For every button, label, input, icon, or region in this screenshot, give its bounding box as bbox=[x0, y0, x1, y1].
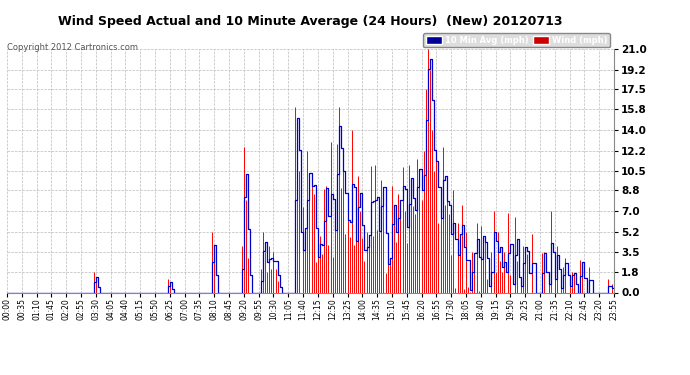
Text: Copyright 2012 Cartronics.com: Copyright 2012 Cartronics.com bbox=[7, 43, 138, 52]
Legend: 10 Min Avg (mph), Wind (mph): 10 Min Avg (mph), Wind (mph) bbox=[423, 33, 610, 47]
Text: Wind Speed Actual and 10 Minute Average (24 Hours)  (New) 20120713: Wind Speed Actual and 10 Minute Average … bbox=[58, 15, 563, 28]
